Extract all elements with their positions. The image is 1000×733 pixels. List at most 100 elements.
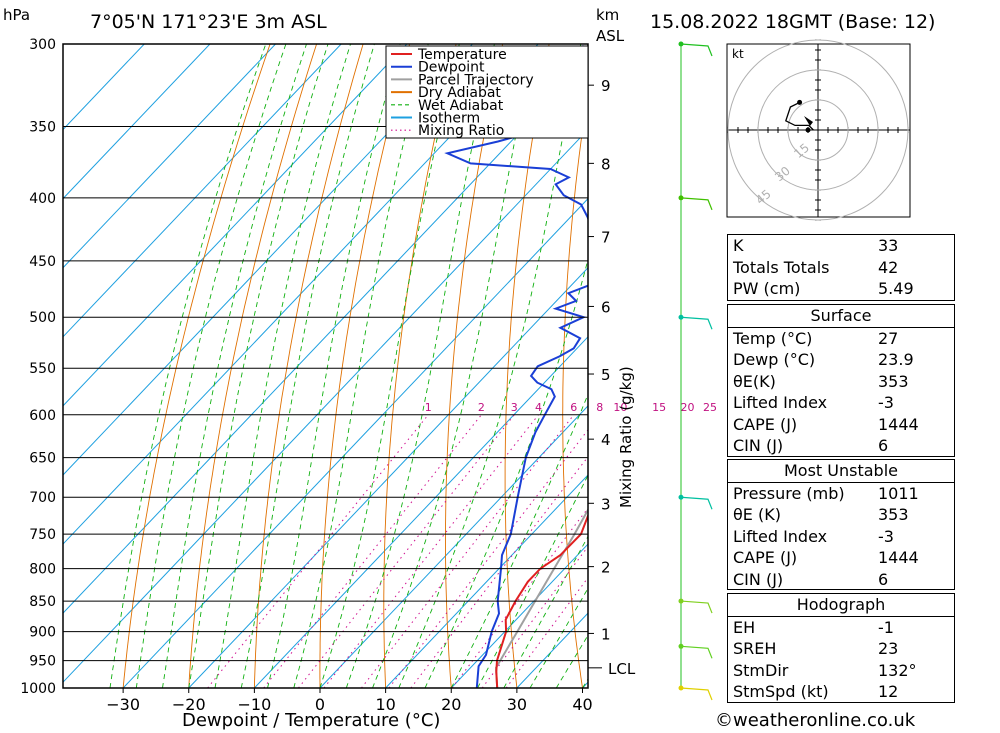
hodograph-ring bbox=[727, 39, 909, 221]
most-unstable-row: CAPE (J) 1444 bbox=[733, 548, 919, 567]
pressure-tick-label: 950 bbox=[29, 654, 56, 670]
location-title: 7°05'N 171°23'E 3m ASL bbox=[90, 11, 327, 33]
legend-item-label: Isotherm bbox=[418, 111, 480, 127]
hodograph-row: StmDir 132° bbox=[733, 660, 917, 680]
wet-adiabat-line bbox=[424, 257, 588, 688]
height-tick-label: 1 bbox=[601, 625, 611, 643]
lcl-label: LCL bbox=[608, 660, 636, 678]
height-tick-label: 7 bbox=[601, 229, 611, 247]
dry-adiabat-line bbox=[562, 88, 588, 688]
datetime-title: 15.08.2022 18GMT (Base: 12) bbox=[650, 11, 935, 33]
hodograph-end-dot bbox=[797, 99, 803, 105]
wet-adiabat-line bbox=[450, 393, 588, 688]
wet-adiabat-line bbox=[188, 44, 329, 688]
height-tick-label: 9 bbox=[601, 77, 611, 95]
pressure-tick-label: 300 bbox=[29, 37, 56, 53]
pressure-tick-label: 800 bbox=[29, 562, 56, 578]
legend-item-label: Wet Adiabat bbox=[418, 98, 504, 114]
pressure-tick-label: 400 bbox=[29, 191, 56, 207]
wind-barb-column bbox=[678, 41, 713, 701]
height-tick-label: 6 bbox=[601, 298, 611, 316]
hodograph-row: StmSpd (kt) 12 bbox=[733, 682, 899, 701]
x-tick-label: 30 bbox=[507, 695, 527, 714]
mixing-ratio-label: 20 bbox=[680, 401, 694, 414]
surface-row: Temp (°C) 27 bbox=[733, 328, 899, 348]
x-axis-label: Dewpoint / Temperature (°C) bbox=[182, 710, 440, 731]
x-tick-label: −10 bbox=[237, 695, 271, 714]
mixing-ratio-labels: 1 2 3 4 6 8 10 15 20 25 bbox=[425, 401, 717, 414]
most-unstable-row: CIN (J) 6 bbox=[733, 569, 889, 589]
series-dewpoint-line bbox=[444, 45, 588, 688]
isotherm-line bbox=[450, 543, 588, 688]
most-unstable-table: Most Unstable Pressure (mb) 1011 θE (K) 35… bbox=[727, 459, 955, 590]
height-tick-label: 5 bbox=[601, 366, 611, 384]
isotherm-line bbox=[122, 197, 588, 688]
pressure-unit-label: hPa bbox=[3, 6, 30, 24]
wet-adiabat-line bbox=[293, 44, 429, 688]
wet-adiabat-line bbox=[319, 44, 460, 688]
pressure-tick-label: 550 bbox=[29, 361, 56, 377]
pressure-axis: 300 350 400 450 500 550 600 650 700 750 800 850 900 9… bbox=[20, 37, 588, 697]
pressure-tick-label: 700 bbox=[29, 490, 56, 506]
dry-adiabat-line bbox=[673, 44, 714, 688]
wind-barb bbox=[680, 197, 713, 211]
wet-adiabat-line bbox=[162, 44, 307, 688]
isotherm-line bbox=[63, 44, 539, 545]
isotherm-line bbox=[254, 336, 588, 688]
legend-item-label: Parcel Trajectory bbox=[418, 72, 534, 88]
x-tick-label: 20 bbox=[441, 695, 461, 714]
isotherm-line bbox=[188, 267, 588, 688]
wind-barb bbox=[680, 645, 713, 659]
wet-adiabat-line bbox=[477, 474, 588, 688]
wind-barb bbox=[680, 43, 713, 57]
mixing-ratio-label: 4 bbox=[535, 401, 542, 414]
legend-item-label: Dry Adiabat bbox=[418, 85, 501, 101]
mixing-ratio-axis-label: Mixing Ratio (g/kg) bbox=[617, 366, 635, 508]
wet-adiabat-line bbox=[214, 44, 351, 688]
plot-frame bbox=[62, 43, 589, 689]
pressure-tick-label: 650 bbox=[29, 451, 56, 467]
mixing-ratio-label: 2 bbox=[478, 401, 485, 414]
legend-item-label: Dewpoint bbox=[418, 60, 485, 76]
hodograph-ring bbox=[787, 99, 849, 161]
most-unstable-row: Pressure (mb) 1011 bbox=[733, 483, 919, 503]
km-unit-label: km bbox=[596, 6, 619, 24]
mixing-ratio-label: 1 bbox=[425, 401, 432, 414]
isotherm-line bbox=[63, 44, 211, 200]
dry-adiabat-line bbox=[319, 44, 411, 688]
pressure-tick-label: 850 bbox=[29, 594, 56, 610]
isotherm-line bbox=[63, 59, 588, 614]
isotherm-line bbox=[63, 44, 408, 407]
wind-barb bbox=[680, 687, 713, 701]
mixing-ratio-label: 25 bbox=[703, 401, 717, 414]
hodograph-title: Hodograph bbox=[728, 594, 954, 617]
isotherm-line bbox=[63, 44, 342, 338]
surface-row: CAPE (J) 1444 bbox=[733, 414, 919, 434]
hodograph-ring bbox=[757, 69, 879, 191]
surface-row: θE(K) 353 bbox=[733, 371, 909, 391]
pressure-tick-label: 500 bbox=[29, 310, 56, 326]
dry-adiabat-line bbox=[619, 44, 649, 688]
pressure-tick-label: 600 bbox=[29, 408, 56, 424]
index-row-totals: Totals Totals 42 bbox=[733, 257, 899, 277]
dry-adiabat-line bbox=[383, 44, 457, 688]
isotherm-line bbox=[385, 474, 588, 688]
isotherm-line bbox=[63, 44, 473, 476]
pressure-tick-label: 1000 bbox=[20, 681, 56, 697]
wind-barb bbox=[680, 600, 713, 614]
mixing-ratio-label: 3 bbox=[511, 401, 518, 414]
x-tick-label: 0 bbox=[315, 695, 325, 714]
wind-barb bbox=[680, 496, 713, 510]
mixing-ratio-label: 10 bbox=[613, 401, 627, 414]
pressure-tick-label: 450 bbox=[29, 254, 56, 270]
isotherm-line bbox=[63, 44, 276, 269]
height-axis: 1 2 3 4 5 6 7 8 9 LCL bbox=[588, 77, 636, 678]
wet-adiabat-line bbox=[109, 44, 267, 688]
legend-item-label: Temperature bbox=[417, 47, 507, 63]
credit-link[interactable]: ©weatheronline.co.uk bbox=[715, 710, 916, 731]
wet-adiabat-line bbox=[372, 44, 535, 688]
mixing-ratio-label: 6 bbox=[570, 401, 577, 414]
storm-motion-arrow bbox=[804, 116, 813, 126]
hodograph-unit-label: kt bbox=[732, 47, 744, 61]
